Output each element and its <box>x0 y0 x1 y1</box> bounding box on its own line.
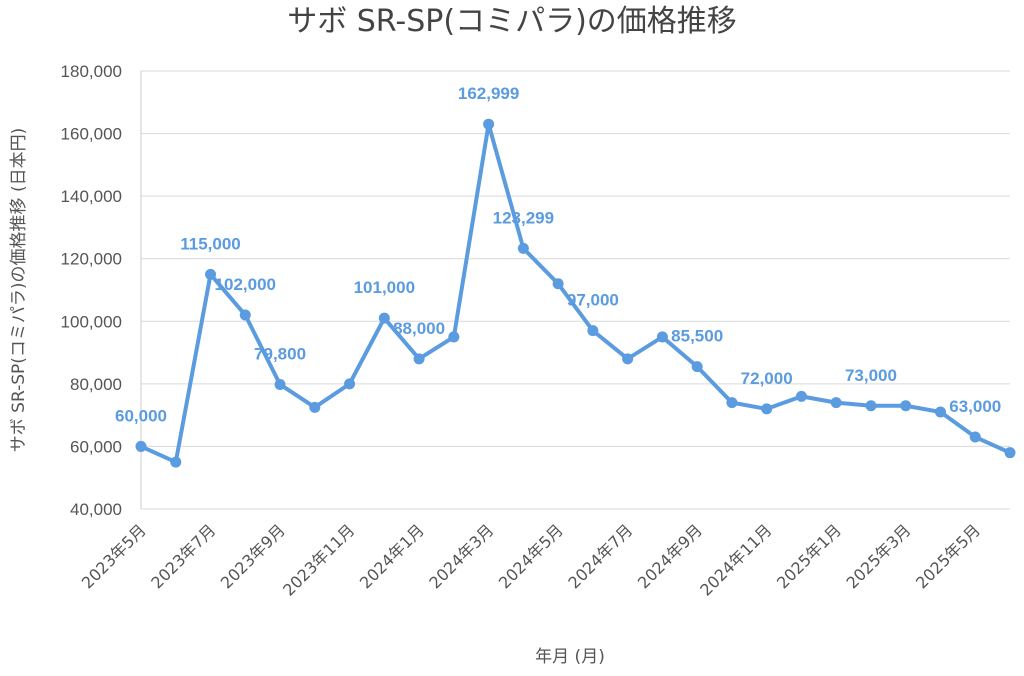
data-point <box>795 390 807 402</box>
data-point <box>969 431 981 443</box>
data-point <box>900 400 912 412</box>
data-labels: 60,000 115,000 102,000 79,800 101,000 88,000 1… <box>115 84 1001 425</box>
x-tick-label: 2025年3月 <box>842 520 914 592</box>
x-tick-label: 2023年11月 <box>279 520 358 599</box>
y-axis-ticks: 40,000 60,000 80,000 100,000 120,000 140,000 1… <box>61 62 122 519</box>
x-tick-label: 2023年7月 <box>147 520 219 592</box>
x-tick-label: 2025年1月 <box>773 520 845 592</box>
data-point <box>344 378 356 390</box>
data-label: 73,000 <box>845 366 897 385</box>
gridlines <box>140 70 1010 510</box>
data-label: 60,000 <box>115 406 167 425</box>
series-line-group <box>139 122 1012 465</box>
x-tick-label: 2024年11月 <box>696 520 775 599</box>
data-label: 63,000 <box>949 397 1001 416</box>
data-label: 97,000 <box>567 291 619 310</box>
x-tick-label: 2023年5月 <box>78 520 150 592</box>
y-tick-label: 140,000 <box>61 187 122 206</box>
x-tick-label: 2024年1月 <box>356 520 428 592</box>
y-tick-label: 40,000 <box>70 500 122 519</box>
x-axis-ticks: 2023年5月2023年7月2023年9月2023年11月2024年1月2024… <box>78 520 984 599</box>
y-tick-label: 160,000 <box>61 125 122 144</box>
data-label: 79,800 <box>254 344 306 363</box>
data-label: 88,000 <box>393 319 445 338</box>
y-tick-label: 120,000 <box>61 250 122 269</box>
data-point <box>761 403 773 415</box>
data-point <box>309 401 321 413</box>
data-label: 101,000 <box>354 278 415 297</box>
data-point <box>934 406 946 418</box>
data-point <box>170 456 182 468</box>
y-tick-label: 80,000 <box>70 375 122 394</box>
y-tick-label: 60,000 <box>70 437 122 456</box>
y-tick-label: 180,000 <box>61 62 122 81</box>
data-point <box>483 118 495 130</box>
data-point <box>448 331 460 343</box>
x-tick-label: 2024年5月 <box>495 520 567 592</box>
y-axis-title: サボ SR-SP(コミパラ)の価格推移 (日本円) <box>9 128 29 452</box>
series-points <box>135 118 1016 468</box>
data-point <box>830 397 842 409</box>
data-point <box>135 440 147 452</box>
data-point <box>205 268 217 280</box>
series-line <box>139 122 1012 465</box>
data-point <box>622 353 634 365</box>
data-point <box>274 378 286 390</box>
data-point <box>726 397 738 409</box>
data-point <box>239 309 251 321</box>
y-tick-label: 100,000 <box>61 312 122 331</box>
x-tick-label: 2024年9月 <box>634 520 706 592</box>
data-point <box>656 331 668 343</box>
x-tick-label: 2025年5月 <box>912 520 984 592</box>
x-tick-label: 2024年7月 <box>564 520 636 592</box>
data-label: 72,000 <box>741 369 793 388</box>
data-point <box>517 242 529 254</box>
data-point <box>378 312 390 324</box>
data-label: 162,999 <box>458 84 519 103</box>
data-point <box>552 278 564 290</box>
x-axis-title: 年月 (月) <box>535 647 605 667</box>
data-point <box>865 400 877 412</box>
data-label: 115,000 <box>180 234 241 253</box>
data-label: 102,000 <box>215 275 276 294</box>
data-point <box>691 361 703 373</box>
chart-title: サボ SR-SP(コミパラ)の価格推移 <box>287 4 737 39</box>
data-label: 123,299 <box>493 208 554 227</box>
data-point <box>1004 447 1016 459</box>
data-point <box>413 353 425 365</box>
data-point <box>587 325 599 337</box>
data-label: 85,500 <box>671 327 723 346</box>
x-tick-label: 2024年3月 <box>425 520 497 592</box>
x-tick-label: 2023年9月 <box>217 520 289 592</box>
